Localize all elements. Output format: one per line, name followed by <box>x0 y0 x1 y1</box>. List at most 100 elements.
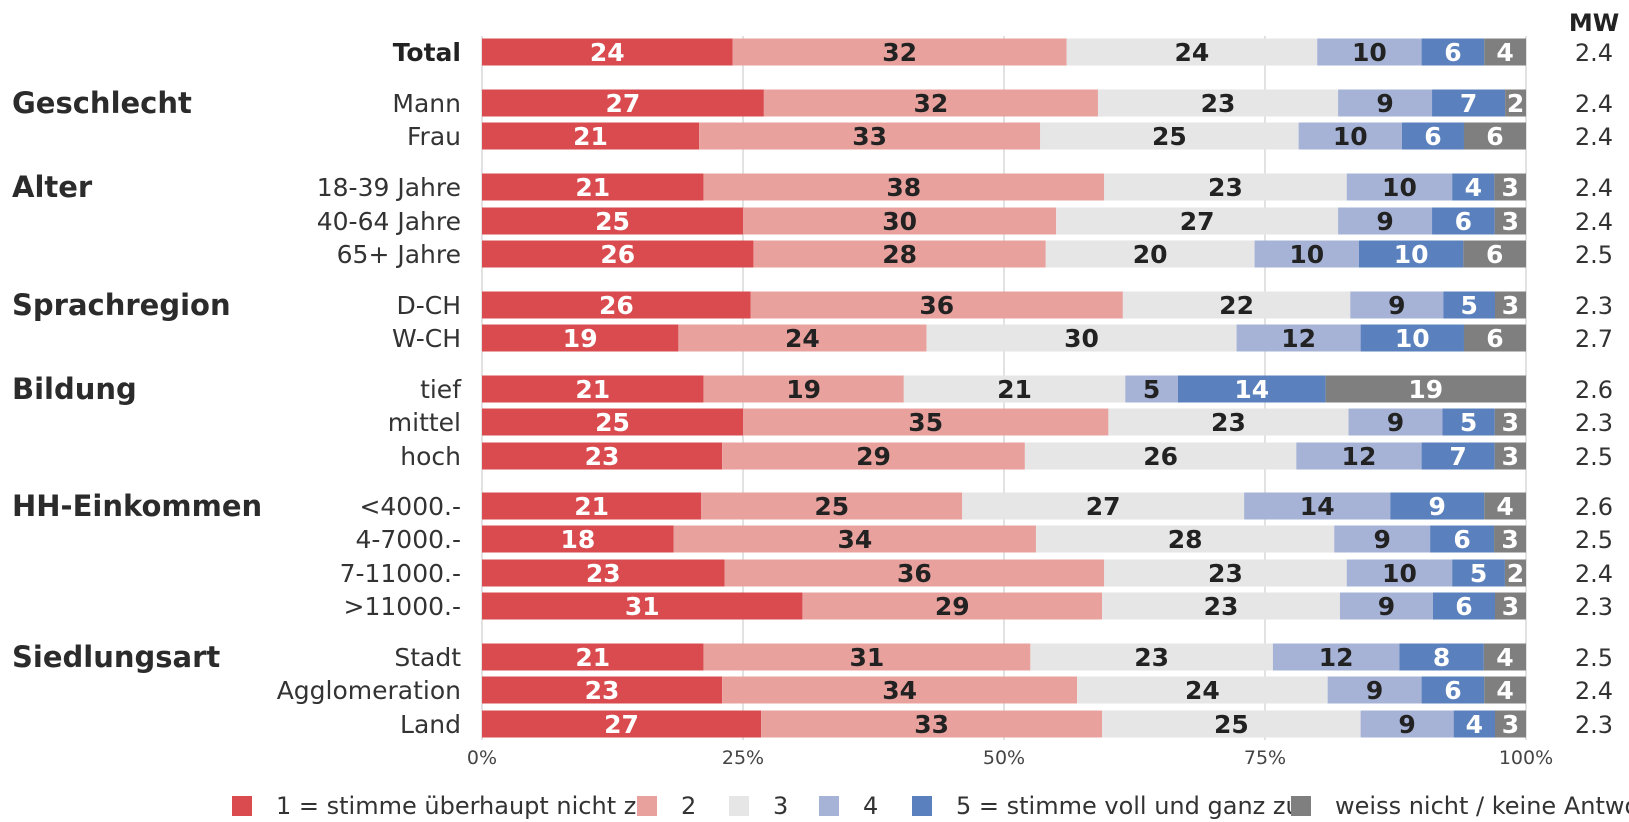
bar-value-label: 38 <box>886 173 921 202</box>
mw-value: 2.3 <box>1575 593 1613 621</box>
bar-segment <box>673 525 1036 553</box>
bar-segment <box>482 492 702 520</box>
bar-segment <box>1494 207 1526 235</box>
bar-value-label: 21 <box>575 375 610 404</box>
bar-segment <box>1254 240 1359 268</box>
bar-segment <box>1399 643 1484 671</box>
bar-segment <box>722 442 1025 470</box>
bar-value-label: 9 <box>1387 408 1404 437</box>
bar-value-label: 10 <box>1394 240 1429 269</box>
bar-segment <box>1432 592 1495 620</box>
bar-segment <box>1494 710 1526 738</box>
bar-value-label: 6 <box>1424 122 1441 151</box>
row-label: Mann <box>392 89 461 118</box>
mw-value: 2.6 <box>1575 376 1613 404</box>
bar-value-label: 24 <box>1185 676 1220 705</box>
bar-value-label: 31 <box>625 592 660 621</box>
bar-segment <box>1494 592 1526 620</box>
bar-value-label: 10 <box>1289 240 1324 269</box>
bar-segment <box>1045 240 1255 268</box>
bar-segment <box>1360 324 1464 352</box>
bar-segment <box>1494 173 1526 201</box>
row-label: mittel <box>388 408 461 437</box>
row-label: D-CH <box>396 291 461 320</box>
mw-value: 2.5 <box>1575 644 1613 672</box>
bar-segment <box>1350 291 1444 319</box>
bar-segment <box>1452 559 1505 587</box>
bar-value-label: 14 <box>1300 492 1335 521</box>
bar-segment <box>482 324 679 352</box>
bar-segment <box>722 676 1078 704</box>
bar-value-label: 10 <box>1382 173 1417 202</box>
group-label: Sprachregion <box>12 288 231 322</box>
bar-value-label: 32 <box>914 89 949 118</box>
bar-value-label: 5 <box>1460 291 1477 320</box>
legend-label: 4 <box>863 792 878 820</box>
bar-segment <box>703 643 1031 671</box>
bar-value-label: 23 <box>586 559 621 588</box>
legend-swatch <box>912 796 932 816</box>
bar-value-label: 34 <box>837 525 872 554</box>
bar-segment <box>761 710 1103 738</box>
bar-segment <box>482 442 723 470</box>
bar-value-label: 2 <box>1507 559 1524 588</box>
bar-segment <box>1317 38 1422 66</box>
bar-value-label: 10 <box>1333 122 1368 151</box>
bar-segment <box>482 291 751 319</box>
bar-value-label: 32 <box>882 38 917 67</box>
mw-value: 2.5 <box>1575 241 1613 269</box>
bar-segment <box>482 375 704 403</box>
bar-segment <box>1296 442 1422 470</box>
bar-value-label: 6 <box>1444 38 1461 67</box>
legend-swatch <box>819 796 839 816</box>
bar-segment <box>743 408 1109 436</box>
bar-segment <box>1494 408 1526 436</box>
bar-segment <box>1346 173 1453 201</box>
legend: 1 = stimme überhaupt nicht zu 2 3 4 5 = stim… <box>232 792 1629 820</box>
bar-segment <box>482 676 723 704</box>
legend-label: weiss nicht / keine Antwort <box>1335 792 1629 820</box>
bar-value-label: 21 <box>575 643 610 672</box>
group-label: Alter <box>12 170 93 204</box>
bar-value-label: 3 <box>1502 408 1519 437</box>
bar-segment <box>1334 525 1431 553</box>
x-tick-label: 50% <box>983 747 1025 769</box>
bar-segment <box>1102 710 1361 738</box>
bar-segment <box>1125 375 1178 403</box>
bar-value-label: 4 <box>1496 492 1513 521</box>
bar-value-label: 8 <box>1433 643 1450 672</box>
x-tick-label: 0% <box>467 747 497 769</box>
x-tick-label: 25% <box>722 747 764 769</box>
bar-value-label: 18 <box>560 525 595 554</box>
bar-segment <box>1484 492 1526 520</box>
bar-segment <box>903 375 1126 403</box>
bar-segment <box>1494 442 1526 470</box>
bar-value-label: 7 <box>1460 89 1477 118</box>
bar-segment <box>1244 492 1391 520</box>
bar-segment <box>962 492 1245 520</box>
bar-value-label: 3 <box>1502 442 1519 471</box>
bar-segment <box>1504 559 1526 587</box>
bar-segment <box>482 207 743 235</box>
bar-segment <box>1401 122 1464 150</box>
bar-value-label: 10 <box>1352 38 1387 67</box>
bar-segment <box>678 324 927 352</box>
bar-value-label: 4 <box>1465 173 1482 202</box>
row-label: 4-7000.- <box>355 525 461 554</box>
bar-segment <box>482 408 743 436</box>
bar-segment <box>1463 324 1526 352</box>
bar-value-label: 27 <box>1180 207 1215 236</box>
bar-value-label: 28 <box>882 240 917 269</box>
legend-label: 2 <box>681 792 696 820</box>
mw-value: 2.4 <box>1575 90 1613 118</box>
bar-value-label: 23 <box>1211 408 1246 437</box>
bar-value-label: 36 <box>919 291 954 320</box>
bar-segment <box>1463 122 1526 150</box>
bar-value-label: 7 <box>1449 442 1466 471</box>
bar-value-label: 10 <box>1395 324 1430 353</box>
bar-value-label: 33 <box>852 122 887 151</box>
legend-label: 5 = stimme voll und ganz zu <box>956 792 1301 820</box>
bar-segment <box>1339 592 1433 620</box>
